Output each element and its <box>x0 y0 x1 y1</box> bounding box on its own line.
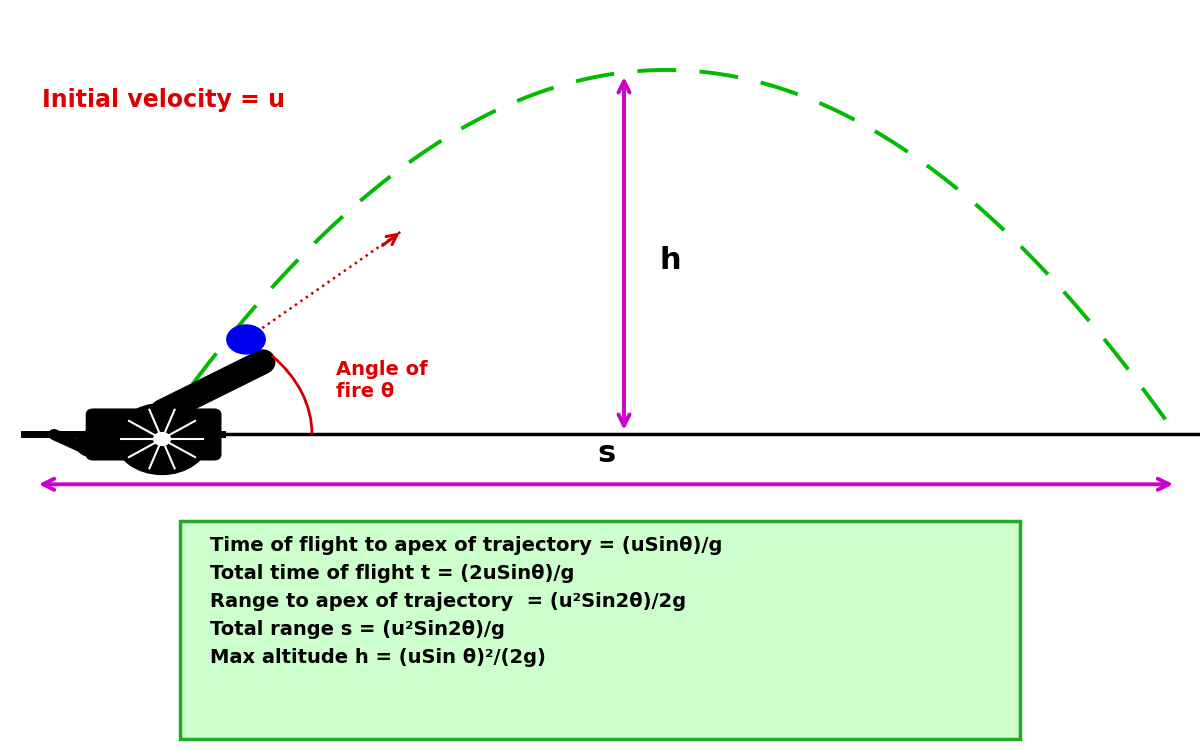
Circle shape <box>76 430 112 457</box>
FancyBboxPatch shape <box>180 521 1020 739</box>
Text: Angle of
fire θ: Angle of fire θ <box>336 360 427 401</box>
Circle shape <box>227 325 265 354</box>
Circle shape <box>154 433 170 445</box>
Circle shape <box>116 404 208 473</box>
Text: Time of flight to apex of trajectory = (uSinθ)/g
Total time of flight t = (2uSin: Time of flight to apex of trajectory = (… <box>210 536 722 668</box>
FancyBboxPatch shape <box>86 410 221 460</box>
Text: h: h <box>660 246 682 275</box>
Text: s: s <box>596 439 616 468</box>
Text: Initial velocity = u: Initial velocity = u <box>42 88 286 112</box>
